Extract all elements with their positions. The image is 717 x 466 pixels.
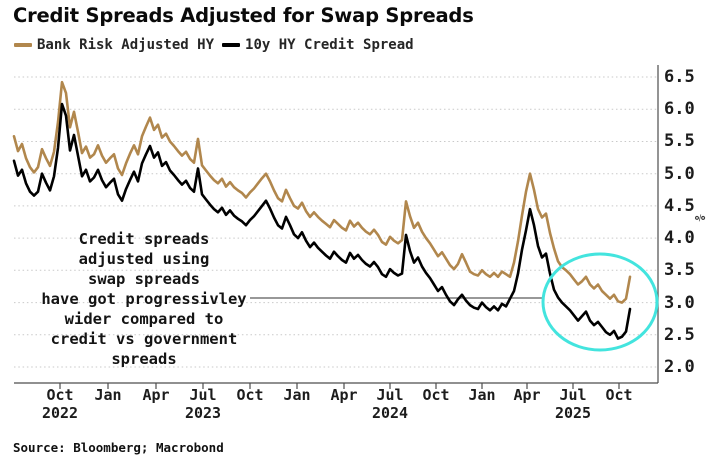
y-axis-tick-label: 2.5 — [664, 325, 695, 345]
y-axis-tick-label: 3.5 — [664, 260, 695, 280]
annotation-line: have got progressivley — [41, 290, 247, 308]
legend-item-bank-risk-adjusted-hy: Bank Risk Adjusted HY — [14, 37, 214, 53]
x-axis-month-label: Oct — [236, 386, 264, 404]
series-line-10y-hy-credit-spread — [12, 102, 632, 340]
x-axis-month-label: Jul — [559, 386, 587, 404]
y-axis-tick-label: 4.0 — [664, 228, 695, 248]
legend-swatch-bank-risk-adjusted-hy — [14, 43, 32, 47]
y-axis-tick-label: 5.5 — [664, 131, 695, 151]
x-axis-year-label: 2024 — [371, 404, 409, 422]
legend-label-bank-risk-adjusted-hy: Bank Risk Adjusted HY — [37, 37, 215, 53]
page-title: Credit Spreads Adjusted for Swap Spreads — [13, 4, 474, 27]
x-axis-month-label: Apr — [513, 386, 541, 404]
x-axis-month-label: Jan — [283, 386, 311, 404]
x-axis-month-label: Jan — [94, 386, 122, 404]
y-axis-tick-label: 3.0 — [664, 293, 695, 313]
y-axis-tick-label: 6.0 — [664, 99, 695, 119]
y-axis-tick-label: 2.0 — [664, 357, 695, 377]
highlight-ellipse — [541, 252, 659, 352]
x-axis-year-label: 2023 — [184, 404, 222, 422]
y-axis-tick-label: 4.5 — [664, 196, 695, 216]
annotation-line: Credit spreads — [78, 230, 210, 248]
x-axis-month-label: Jul — [376, 386, 404, 404]
x-axis-year-label: 2025 — [554, 404, 592, 422]
legend-item-10y-hy-credit-spread: 10y HY Credit Spread — [222, 37, 414, 53]
annotation-line: credit vs government — [50, 330, 238, 348]
annotation-text: Credit spreads adjusted using swap sprea… — [28, 229, 260, 369]
annotation-line: swap spreads — [88, 270, 200, 288]
annotation-line: wider compared to — [64, 310, 224, 328]
annotation-line: spreads — [111, 350, 177, 368]
legend-swatch-10y-hy-credit-spread — [222, 43, 241, 47]
series-line-bank-risk-adjusted-hy — [12, 80, 632, 304]
legend: Bank Risk Adjusted HY 10y HY Credit Spre… — [14, 37, 414, 53]
x-axis-month-label: Jul — [189, 386, 217, 404]
y-axis-tick-label: 6.5 — [664, 67, 695, 87]
x-axis-month-label: Apr — [142, 386, 170, 404]
x-axis-month-label: Oct — [46, 386, 74, 404]
x-axis-month-label: Jan — [468, 386, 496, 404]
legend-label-10y-hy-credit-spread: 10y HY Credit Spread — [245, 37, 414, 53]
source-note: Source: Bloomberg; Macrobond — [13, 440, 224, 455]
x-axis-month-label: Oct — [422, 386, 450, 404]
x-axis-month-label: Apr — [330, 386, 358, 404]
annotation-line: adjusted using — [78, 250, 210, 268]
x-axis-month-label: Oct — [605, 386, 633, 404]
x-axis-year-label: 2022 — [41, 404, 79, 422]
y-axis-tick-label: 5.0 — [664, 164, 695, 184]
